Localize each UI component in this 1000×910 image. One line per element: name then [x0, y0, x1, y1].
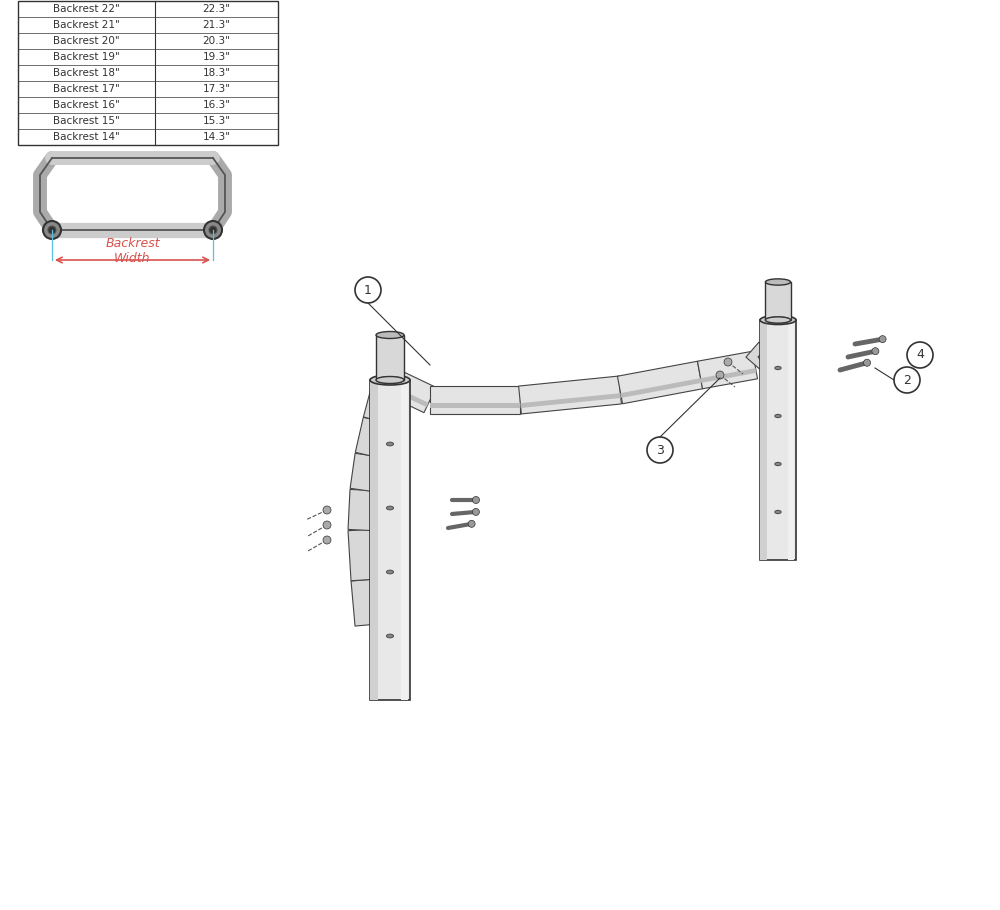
Polygon shape — [351, 579, 379, 626]
FancyBboxPatch shape — [760, 320, 767, 560]
FancyBboxPatch shape — [18, 1, 278, 145]
Ellipse shape — [323, 506, 331, 514]
Polygon shape — [697, 351, 758, 389]
FancyBboxPatch shape — [376, 335, 404, 380]
Text: Backrest 17": Backrest 17" — [53, 84, 120, 94]
Circle shape — [209, 226, 217, 234]
Polygon shape — [430, 386, 520, 414]
Ellipse shape — [386, 634, 394, 638]
Ellipse shape — [724, 358, 732, 366]
Polygon shape — [617, 361, 703, 404]
Text: 19.3": 19.3" — [202, 52, 230, 62]
Text: 20.3": 20.3" — [203, 36, 230, 46]
Text: Backrest 22": Backrest 22" — [53, 4, 120, 14]
Polygon shape — [430, 403, 520, 408]
Circle shape — [647, 437, 673, 463]
Polygon shape — [348, 530, 375, 581]
Ellipse shape — [766, 317, 790, 323]
Ellipse shape — [864, 359, 871, 366]
Ellipse shape — [760, 316, 796, 325]
Ellipse shape — [872, 348, 879, 355]
Text: Backrest 18": Backrest 18" — [53, 68, 120, 78]
Ellipse shape — [765, 317, 791, 323]
Ellipse shape — [376, 331, 404, 339]
Text: 14.3": 14.3" — [202, 132, 230, 142]
Polygon shape — [382, 368, 436, 412]
FancyBboxPatch shape — [370, 380, 378, 700]
Circle shape — [48, 226, 56, 234]
Polygon shape — [348, 490, 374, 531]
FancyBboxPatch shape — [760, 320, 796, 560]
Circle shape — [204, 221, 222, 239]
Text: 21.3": 21.3" — [202, 20, 230, 30]
Text: 3: 3 — [656, 443, 664, 457]
Polygon shape — [766, 399, 791, 440]
Ellipse shape — [879, 336, 886, 343]
Circle shape — [894, 367, 920, 393]
Text: 1: 1 — [364, 284, 372, 297]
Text: 16.3": 16.3" — [202, 100, 230, 110]
Text: 2: 2 — [903, 373, 911, 387]
Polygon shape — [355, 418, 387, 458]
Ellipse shape — [377, 377, 403, 383]
Ellipse shape — [716, 371, 724, 379]
Text: Backrest 15": Backrest 15" — [53, 116, 120, 126]
Text: Backrest 20": Backrest 20" — [53, 36, 120, 46]
Text: Backrest 19": Backrest 19" — [53, 52, 120, 62]
Ellipse shape — [775, 367, 781, 369]
Ellipse shape — [386, 442, 394, 446]
Text: 15.3": 15.3" — [202, 116, 230, 126]
Polygon shape — [621, 379, 701, 398]
Ellipse shape — [765, 278, 791, 285]
Ellipse shape — [775, 462, 781, 466]
Polygon shape — [746, 342, 777, 373]
Text: 22.3": 22.3" — [202, 4, 230, 14]
Circle shape — [355, 277, 381, 303]
Ellipse shape — [775, 414, 781, 418]
Ellipse shape — [323, 521, 331, 529]
Text: 4: 4 — [916, 349, 924, 361]
Polygon shape — [385, 383, 429, 407]
Text: Backrest 14": Backrest 14" — [53, 132, 120, 142]
Text: Backrest 21": Backrest 21" — [53, 20, 120, 30]
Polygon shape — [519, 376, 621, 414]
FancyBboxPatch shape — [401, 380, 408, 700]
Polygon shape — [363, 387, 395, 423]
FancyBboxPatch shape — [370, 380, 410, 700]
Ellipse shape — [370, 375, 410, 385]
Ellipse shape — [775, 511, 781, 513]
Circle shape — [907, 342, 933, 368]
Ellipse shape — [468, 521, 475, 527]
Polygon shape — [701, 369, 756, 383]
Text: Backrest
Width: Backrest Width — [105, 237, 160, 265]
Polygon shape — [766, 365, 791, 400]
Ellipse shape — [323, 536, 331, 544]
Text: 17.3": 17.3" — [202, 84, 230, 94]
Polygon shape — [520, 393, 621, 408]
Text: Backrest 16": Backrest 16" — [53, 100, 120, 110]
Ellipse shape — [386, 506, 394, 510]
Ellipse shape — [473, 497, 480, 503]
Circle shape — [43, 221, 61, 239]
FancyBboxPatch shape — [765, 282, 791, 320]
Ellipse shape — [376, 377, 404, 383]
FancyBboxPatch shape — [788, 320, 794, 560]
Text: 18.3": 18.3" — [202, 68, 230, 78]
Polygon shape — [758, 343, 788, 371]
Polygon shape — [350, 453, 379, 491]
Ellipse shape — [472, 509, 479, 515]
Ellipse shape — [386, 571, 394, 574]
